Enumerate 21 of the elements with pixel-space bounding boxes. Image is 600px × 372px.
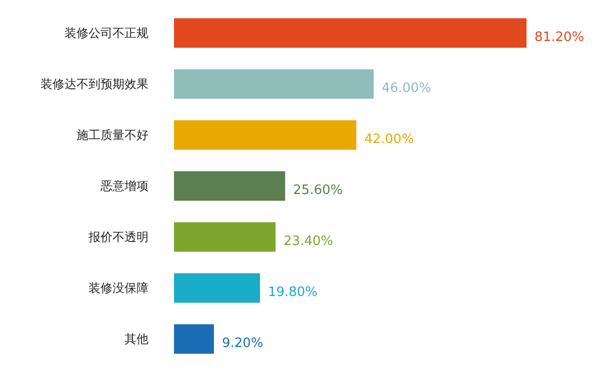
data-label: 9.20% [222, 336, 264, 352]
bar [174, 69, 374, 99]
y-tick-label: 装修公司不正规 [64, 26, 148, 40]
data-label: 23.40% [284, 234, 334, 250]
bar [174, 222, 276, 252]
y-tick-label: 装修没保障 [88, 281, 148, 296]
y-tick-label: 其他 [124, 332, 148, 346]
data-label: 19.80% [268, 285, 318, 300]
y-tick-label: 施工质量不好 [76, 128, 148, 142]
data-label: 81.20% [534, 30, 584, 45]
data-label: 46.00% [382, 80, 432, 96]
y-tick-label: 恶意增项 [100, 179, 148, 193]
data-label: 42.00% [364, 132, 414, 147]
data-label: 25.60% [293, 183, 343, 198]
bar [174, 273, 260, 303]
bar [174, 120, 356, 150]
y-tick-label: 报价不透明 [88, 230, 148, 244]
bar [174, 18, 527, 48]
bar [174, 171, 286, 201]
y-tick-label: 装修达不到预期效果 [40, 76, 148, 91]
bar [174, 324, 214, 354]
